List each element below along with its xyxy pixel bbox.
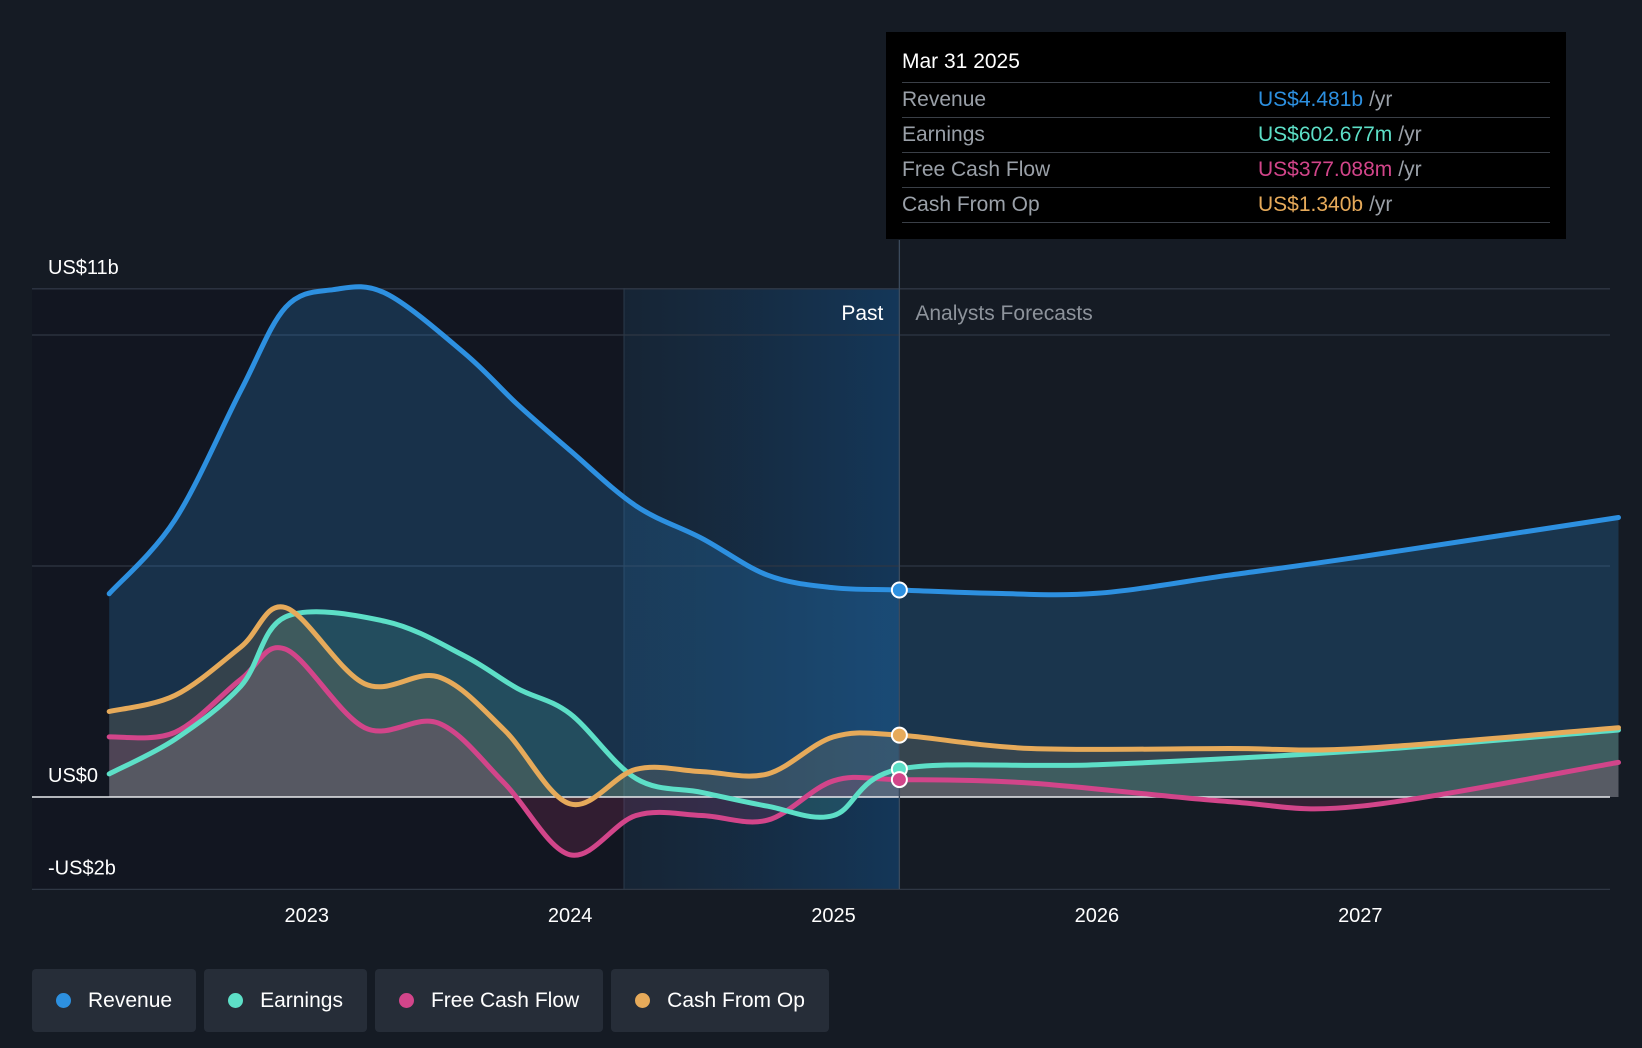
tooltip-date: Mar 31 2025 [902, 50, 1020, 73]
legend-label: Free Cash Flow [430, 988, 580, 1012]
tooltip-value: US$377.088m [1258, 158, 1393, 181]
marker-free-cash-flow [890, 771, 908, 789]
legend-item-earnings[interactable]: Earnings [204, 969, 367, 1032]
tooltip-unit: /yr [1398, 158, 1422, 181]
tooltip-row-earnings: Earnings US$602.677m /yr [902, 117, 1550, 152]
legend-item-free-cash-flow[interactable]: Free Cash Flow [374, 969, 604, 1032]
tooltip-value: US$602.677m [1258, 123, 1393, 146]
x-tick-label: 2026 [1075, 905, 1120, 927]
marker-revenue [890, 581, 908, 599]
marker-cash-from-op [890, 726, 908, 744]
series-line-cash-from-op [106, 604, 1621, 808]
y-tick-label: US$11b [48, 257, 119, 279]
tooltip-row-free-cash-flow: Free Cash Flow US$377.088m /yr [902, 152, 1550, 187]
tooltip-unit: /yr [1369, 193, 1393, 216]
x-tick-label: 2027 [1338, 905, 1383, 927]
chart-legend: Revenue Earnings Free Cash Flow Cash Fro… [32, 969, 829, 1032]
tooltip-label: Cash From Op [902, 193, 1040, 216]
tooltip-unit: /yr [1369, 88, 1393, 111]
tooltip-value: US$4.481b [1258, 88, 1364, 111]
chart-tooltip: Mar 31 2025 Revenue US$4.481b /yr Earnin… [886, 32, 1566, 239]
tooltip-row-revenue: Revenue US$4.481b /yr [902, 82, 1550, 117]
earnings-dot-icon [228, 993, 244, 1008]
past-label: Past [841, 302, 883, 325]
legend-label: Revenue [88, 988, 173, 1012]
series-area-free-cash-flow [109, 647, 1619, 856]
legend-item-revenue[interactable]: Revenue [32, 969, 197, 1032]
tooltip-label: Free Cash Flow [902, 158, 1051, 181]
forecast-label: Analysts Forecasts [915, 302, 1092, 325]
x-tick-label: 2025 [811, 905, 856, 927]
legend-item-cash-from-op[interactable]: Cash From Op [611, 969, 829, 1032]
series-area-cash-from-op [109, 606, 1619, 805]
legend-label: Earnings [260, 988, 343, 1012]
revenue-dot-icon [56, 993, 71, 1008]
past-shade [32, 288, 624, 889]
x-tick-label: 2023 [284, 905, 329, 927]
tooltip-row-cash-from-op: Cash From Op US$1.340b /yr [902, 187, 1550, 223]
tooltip-value: US$1.340b [1258, 193, 1364, 216]
series-line-earnings [106, 609, 1621, 820]
legend-label: Cash From Op [667, 988, 805, 1012]
y-tick-label: -US$2b [48, 857, 116, 879]
tooltip-label: Earnings [902, 123, 985, 146]
tooltip-unit: /yr [1398, 123, 1422, 146]
cash-from-op-dot-icon [635, 993, 651, 1008]
tooltip-label: Revenue [902, 88, 987, 111]
series-line-free-cash-flow [106, 645, 1621, 858]
x-tick-label: 2024 [548, 905, 593, 927]
free-cash-flow-dot-icon [398, 993, 414, 1008]
series-line-revenue [106, 284, 1621, 598]
y-tick-label: US$0 [48, 765, 98, 787]
